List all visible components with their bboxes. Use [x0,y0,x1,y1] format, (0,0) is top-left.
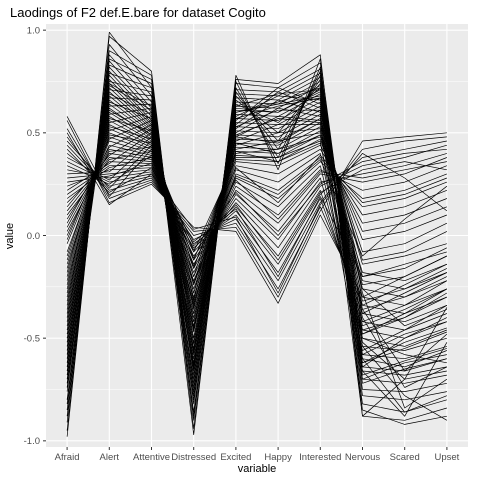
x-tick-label: Nervous [345,452,381,463]
series-line [66,109,448,368]
series-line [66,101,448,345]
series-line [66,130,448,298]
series-line [66,153,447,364]
series-line [66,72,447,397]
series-line [66,99,448,339]
y-tick-label: 0.0 [27,231,40,242]
series-line [66,134,448,335]
series-line [66,140,447,265]
series-line [66,155,447,261]
x-axis: Afraid Alert Attentive Distressed Excited Hap… [55,447,460,463]
series-line [66,122,448,314]
series-line [66,97,447,360]
x-tick-label: Distressed [171,452,216,463]
series-line [66,85,448,421]
series-line [66,132,448,298]
series-line [66,126,448,372]
x-tick-label: Upset [434,452,459,463]
x-tick-label: Afraid [55,452,80,463]
series-line [66,35,447,431]
series-line [66,50,447,425]
x-tick-label: Excited [220,452,251,463]
chart-title: Laodings of F2 def.E.bare for dataset Co… [10,5,266,20]
series-lines [66,31,448,437]
x-tick-label: Attentive [133,452,170,463]
x-tick-label: Happy [264,452,292,463]
y-tick-label: -1.0 [24,436,40,447]
series-line [66,120,448,314]
x-tick-label: Interested [299,452,341,463]
x-axis-title: variable [238,463,277,475]
series-line [66,153,448,314]
series-line [66,136,447,282]
series-line [66,54,447,411]
series-line [67,144,447,257]
series-line [66,105,448,347]
y-axis: -1.0 -0.5 0.0 0.5 1.0 [24,25,46,447]
x-tick-label: Alert [100,452,120,463]
series-line [66,146,448,284]
series-line [66,93,448,413]
series-line [66,89,447,372]
series-line [66,93,448,368]
series-line [66,153,447,261]
x-tick-label: Scared [390,452,420,463]
series-line [66,136,448,306]
series-line [66,116,448,417]
series-line [66,120,448,304]
series-line [66,101,447,351]
series-line [66,81,447,388]
y-axis-title: value [4,223,16,249]
series-line [66,144,448,286]
series-line [67,169,448,323]
series-line [66,157,448,273]
series-line [66,58,447,413]
series-line [66,111,448,323]
series-line [66,136,448,294]
series-line [66,128,447,298]
series-line [66,91,448,343]
series-line [66,83,447,417]
series-line [66,118,447,314]
y-tick-label: 1.0 [27,25,40,36]
series-line [66,116,448,282]
y-tick-label: 0.5 [27,128,40,139]
series-line [66,124,448,308]
y-tick-label: -0.5 [24,333,40,344]
series-line [66,157,447,259]
series-line [66,149,447,277]
series-line [66,109,448,339]
series-line [66,113,448,331]
series-line [66,148,448,282]
